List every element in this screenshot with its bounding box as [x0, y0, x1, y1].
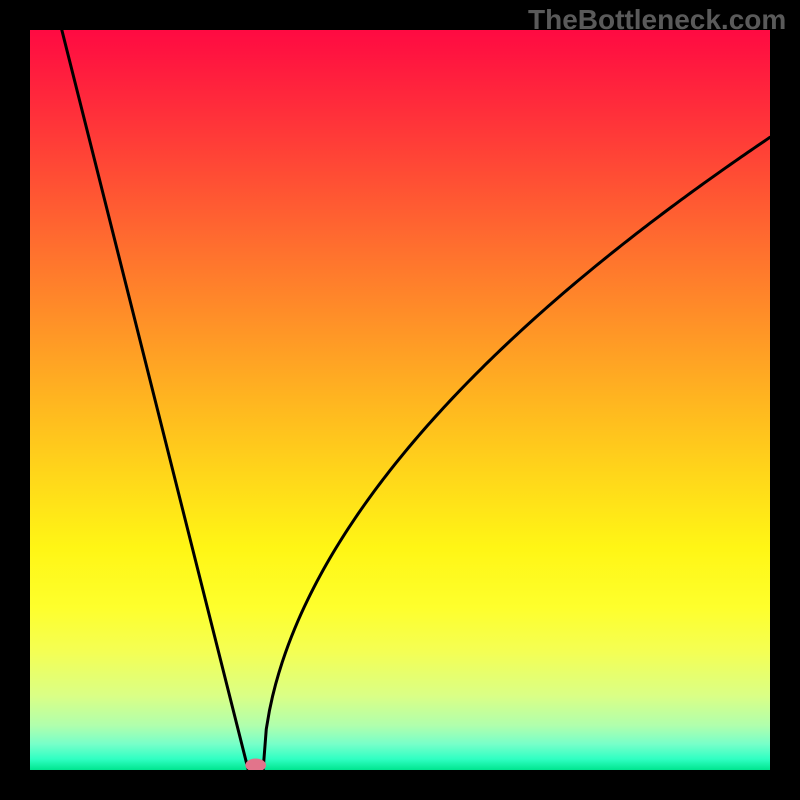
chart-frame	[30, 30, 770, 770]
watermark-text: TheBottleneck.com	[528, 4, 786, 36]
bottleneck-chart	[30, 30, 770, 770]
chart-background	[30, 30, 770, 770]
